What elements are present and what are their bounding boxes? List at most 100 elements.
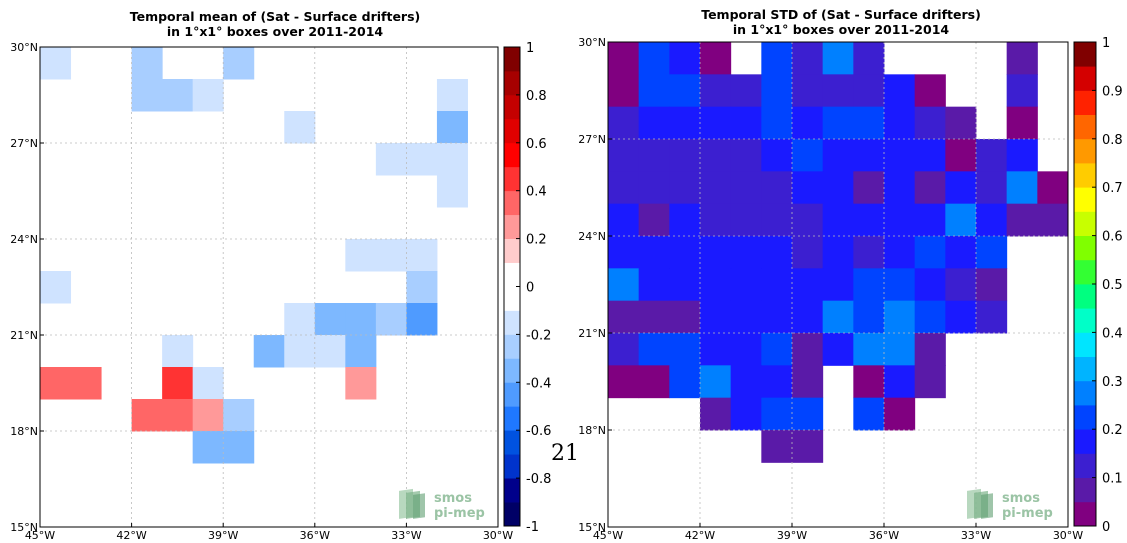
colorbar-bin [504, 310, 520, 335]
heatmap-cell [792, 300, 824, 334]
heatmap-cell [730, 139, 762, 172]
heatmap-cell [608, 300, 640, 334]
heatmap-cell [638, 333, 670, 366]
heatmap-cell [884, 300, 916, 334]
y-tick-label: 18°N [10, 425, 38, 438]
heatmap-cell [884, 106, 916, 140]
heatmap-cell [638, 236, 670, 269]
colorbar-bin [504, 214, 520, 239]
colorbar-bin [1074, 114, 1096, 140]
colorbar-tick-label: 0 [526, 281, 534, 296]
heatmap-cell [608, 268, 640, 302]
heatmap-cell [976, 171, 1008, 205]
heatmap-cell [700, 365, 732, 399]
heatmap-cell [976, 268, 1008, 302]
heatmap-cell [884, 397, 916, 431]
heatmap-cell [638, 300, 670, 334]
plot-frame [607, 41, 1069, 528]
y-tick-label: 24°N [10, 233, 38, 246]
heatmap-cell [223, 47, 255, 80]
colorbar-tick-label: -1 [526, 520, 539, 535]
colorbar-bin [504, 94, 520, 120]
heatmap-cell [884, 333, 916, 366]
colorbar-bin [504, 358, 520, 383]
heatmap-cell [730, 365, 762, 399]
heatmap-cell [253, 335, 285, 368]
heatmap-cell [945, 139, 977, 172]
colorbar-tick-label: 0.9 [1102, 84, 1123, 99]
heatmap-cell [669, 203, 701, 237]
heatmap-cell [914, 171, 946, 205]
heatmap-cell [700, 171, 732, 205]
heatmap-cell [638, 171, 670, 205]
heatmap-cell [884, 139, 916, 172]
heatmap-cell [976, 236, 1008, 269]
heatmap-cell [914, 139, 946, 172]
colorbar-tick-label: 0.8 [526, 89, 547, 104]
colorbar-bin [1074, 163, 1096, 188]
heatmap-cell [700, 397, 732, 431]
heatmap-cell [406, 303, 438, 336]
heatmap-cell [761, 203, 793, 237]
heatmap-cell [730, 74, 762, 108]
chart-subtitle: in 1°x1° boxes over 2011-2014 [166, 24, 384, 39]
axis-ticks: 45°W 42°W 39°W 36°W 33°W 30°W 30°N 27°N 24°N 21°N… [10, 41, 513, 542]
heatmap-cell [192, 399, 224, 432]
heatmap-cell [761, 430, 793, 463]
heatmap-cell [853, 74, 885, 108]
heatmap-cell [436, 111, 468, 144]
x-tick-label: 39°W [208, 529, 238, 542]
heatmap-cell [608, 42, 640, 75]
heatmap-cell [608, 74, 640, 108]
colorbar: 1 0.9 0.8 0.7 0.6 0.5 0.4 0.3 0.2 0.1 0 [1073, 36, 1123, 535]
heatmap-cell [284, 303, 316, 336]
heatmap-cell [162, 367, 194, 400]
heatmap-cell [375, 239, 407, 272]
x-tick-label: 33°W [391, 529, 421, 542]
heatmap-cell [853, 300, 885, 334]
smos-pi-mep-logo: smos pi-mep [398, 488, 488, 528]
heatmap-cell [822, 171, 854, 205]
heatmap-cell [792, 139, 824, 172]
heatmap-cell [700, 139, 732, 172]
heatmap-cell [406, 239, 438, 272]
colorbar-tick-label: 0.1 [1102, 472, 1123, 487]
heatmap-cell [792, 236, 824, 269]
heatmap-cell [945, 268, 977, 302]
heatmap-cell [638, 268, 670, 302]
colorbar-bin [504, 262, 520, 287]
colorbar-tick-label: 0.3 [1102, 375, 1123, 390]
heatmap-cell [1006, 74, 1038, 108]
heatmap-cell [669, 106, 701, 140]
colorbar-bin [1074, 356, 1096, 382]
gridlines [608, 42, 1068, 527]
heatmap-cell [40, 367, 72, 400]
chart-title: Temporal mean of (Sat - Surface drifters… [129, 9, 421, 24]
heatmap-cell [853, 171, 885, 205]
heatmap-cell [406, 143, 438, 176]
heatmap-cell [436, 143, 468, 176]
heatmap-cell [700, 74, 732, 108]
colorbar-bin [1074, 90, 1096, 115]
heatmap-cell [669, 74, 701, 108]
heatmap-cell [853, 236, 885, 269]
colorbar-bin [504, 118, 520, 144]
heatmap-cell [608, 333, 640, 366]
colorbar-tick-label: 1 [526, 41, 534, 56]
colorbar-bin [1074, 453, 1096, 478]
heatmap-cell [314, 335, 346, 368]
colorbar-bin [504, 454, 520, 479]
logo-waves-icon: smos pi-mep [967, 488, 1053, 521]
colorbar-tick-label: 0.6 [526, 137, 547, 152]
heatmap-cell [730, 268, 762, 302]
colorbar-bin [504, 70, 520, 96]
heatmap-cell [914, 268, 946, 302]
heatmap-cell [792, 365, 824, 399]
heatmap-cell [1006, 139, 1038, 172]
colorbar-bin [1074, 284, 1096, 309]
heatmap-cell [345, 367, 377, 400]
heatmap-cell [162, 79, 194, 112]
heatmap-cell [1006, 203, 1038, 237]
heatmap-cell [40, 271, 72, 304]
heatmap-cell [345, 303, 377, 336]
